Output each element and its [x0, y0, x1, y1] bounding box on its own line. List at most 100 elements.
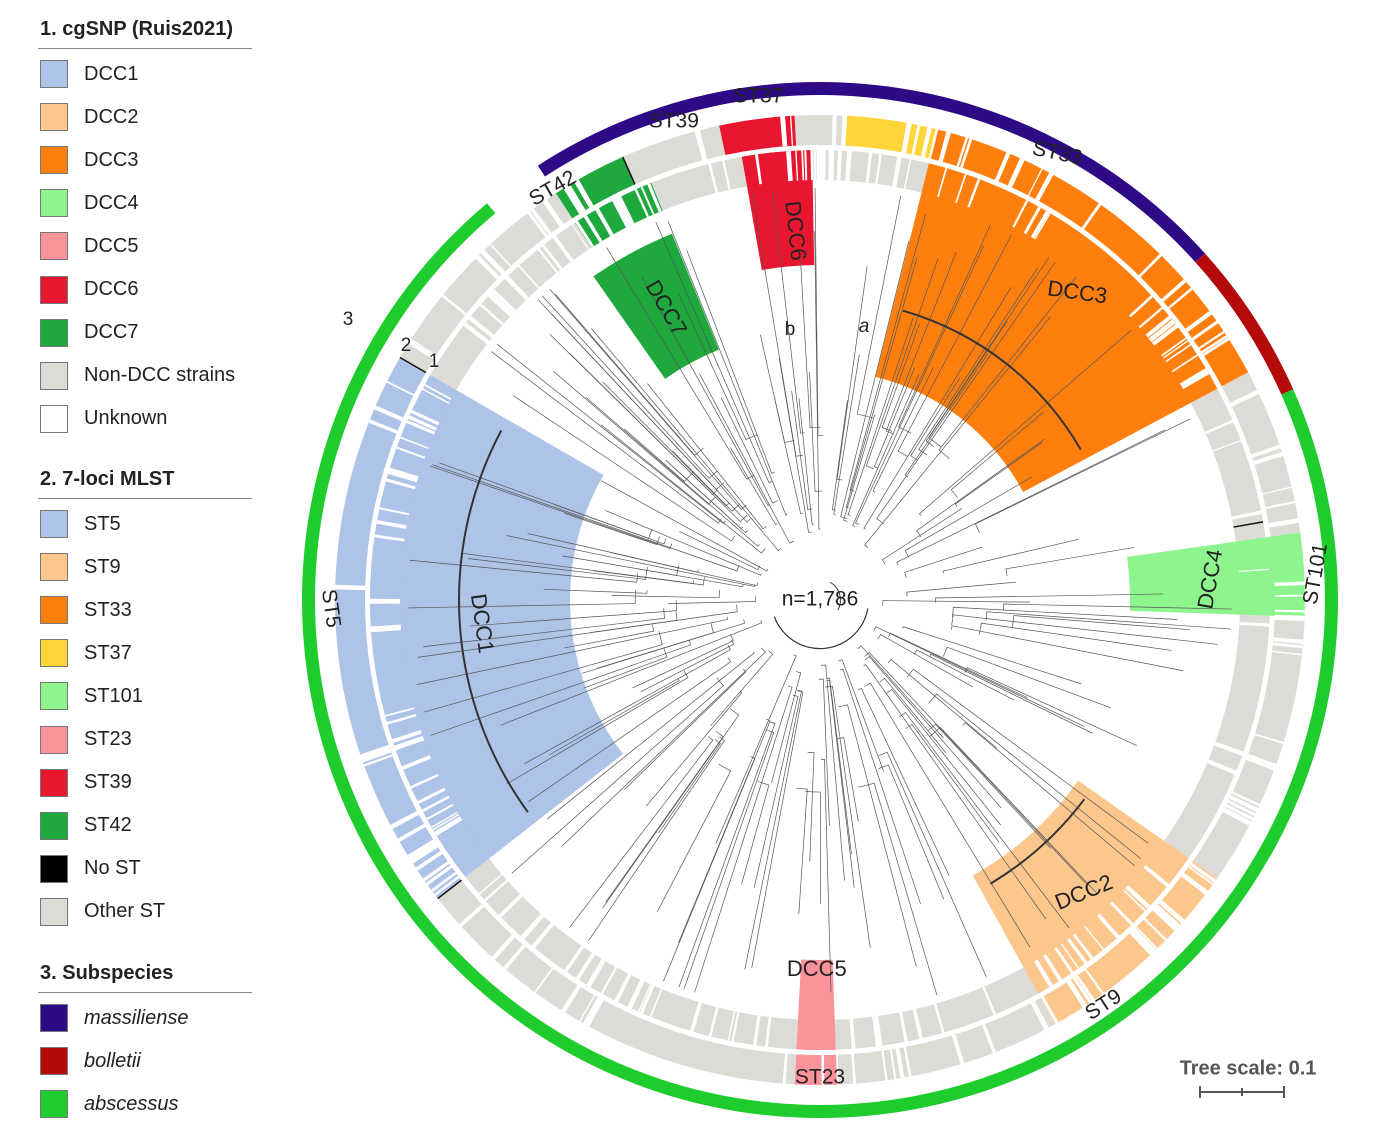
ring-gap [1149, 320, 1176, 343]
legend-item: ST5 [40, 508, 121, 540]
ring-gap [410, 338, 437, 357]
tree-branch-arc [708, 496, 716, 505]
tree-branch-arc [768, 650, 773, 655]
legend-swatch [40, 318, 68, 347]
tree-branch-arc [725, 502, 730, 507]
ring-number-label: 3 [343, 309, 354, 330]
tree-branch-arc [820, 664, 826, 666]
tree-branch-arc [852, 525, 856, 527]
tree-branch [986, 611, 1231, 630]
tree-branch [409, 559, 638, 583]
legend-label: ST9 [84, 555, 121, 578]
ring-gap [397, 823, 426, 842]
ring-gap [903, 1046, 912, 1077]
tree-branch [673, 466, 742, 530]
ring2-segment [1192, 615, 1305, 879]
ring-gap [463, 322, 490, 345]
tree-branch [840, 240, 910, 518]
tree-branch [678, 720, 771, 944]
ring-gap [1207, 759, 1237, 775]
ring-gap [956, 137, 969, 167]
tree-branch-arc [935, 597, 936, 603]
tree-branch [636, 568, 744, 588]
tree-branch-arc [800, 512, 804, 515]
legend-item: DCC7 [40, 317, 138, 349]
tree-branch-arc [955, 503, 958, 507]
ring-gap [829, 150, 835, 181]
tree-branch [524, 649, 731, 765]
tree-branch-arc [807, 751, 815, 754]
tree-branch [860, 645, 944, 739]
tree-branch-arc [902, 626, 904, 629]
tree-branch [942, 538, 1080, 572]
ring-gap [639, 984, 655, 1014]
tree-branch-arc [807, 508, 813, 510]
ring-gap [640, 186, 655, 215]
ring1-segment [1023, 840, 1189, 994]
tree-branch-arc [887, 659, 892, 663]
tree-branch-arc [726, 616, 728, 620]
tree-branch [408, 603, 636, 609]
ring-gap [368, 419, 398, 434]
ring-gap [1030, 210, 1050, 239]
ring-gap [431, 811, 458, 828]
ring-gap [1165, 343, 1192, 363]
tree-branch [699, 373, 791, 544]
ring-gap [955, 173, 967, 203]
legend-item: Unknown [40, 403, 167, 435]
tree-branch [868, 656, 1002, 809]
legend-swatch [40, 1090, 68, 1119]
ring-gap [994, 152, 1011, 182]
tree-branch [513, 395, 732, 542]
legend-item: ST39 [40, 767, 132, 799]
tree-branch [491, 351, 719, 524]
ring-gap [694, 130, 708, 161]
ring-gap [527, 211, 548, 238]
ring-gap [386, 714, 417, 725]
tree-branch-arc [825, 685, 833, 688]
tree-branch-arc [914, 649, 918, 655]
ring-gap [434, 875, 460, 896]
ring-gap [901, 122, 912, 154]
tree-branch-arc [864, 652, 870, 657]
ring-number-label: 1 [429, 351, 440, 372]
ring-gap [1143, 918, 1167, 941]
ring-gap [634, 188, 650, 218]
legend-section-title: 2. 7-loci MLST [40, 468, 175, 490]
ring-gap [1253, 451, 1284, 465]
tree-branch [432, 464, 738, 572]
ring-gap [1096, 913, 1120, 939]
tree-branch [600, 480, 768, 572]
ring-gap [872, 1016, 881, 1047]
tree-branch-arc [684, 471, 695, 482]
ring-gap [1158, 900, 1185, 924]
tree-branch-arc [739, 691, 742, 694]
tree-branch [946, 646, 1112, 709]
tree-branch [918, 267, 1038, 450]
ring-gap [1181, 370, 1210, 390]
tree-branch-arc [858, 782, 875, 788]
tree-branch-arc [863, 664, 866, 667]
ring-gap [484, 879, 509, 902]
tree-branch [537, 299, 748, 523]
ring-gap [408, 340, 436, 360]
ring-gap [619, 196, 635, 224]
ring-gap [649, 988, 663, 1018]
tree-branch-arc [878, 751, 888, 756]
tree-branch-arc [746, 518, 751, 523]
ring-gap [422, 861, 450, 882]
tree-branch [683, 732, 775, 990]
tree-branch-arc [663, 538, 667, 545]
tree-branch-arc [896, 561, 899, 566]
ring-gap [755, 154, 762, 185]
ring-gap [795, 150, 799, 181]
ring-gap [1138, 306, 1164, 329]
tree-branch [876, 261, 1056, 520]
ring-gap [498, 893, 523, 918]
ring-gap [1273, 637, 1304, 644]
tree-branch-arc [745, 530, 748, 533]
tree-branch [423, 617, 665, 648]
ring-divider [399, 356, 427, 374]
ring-gap [335, 584, 366, 591]
tree-branch-arc [833, 513, 836, 515]
